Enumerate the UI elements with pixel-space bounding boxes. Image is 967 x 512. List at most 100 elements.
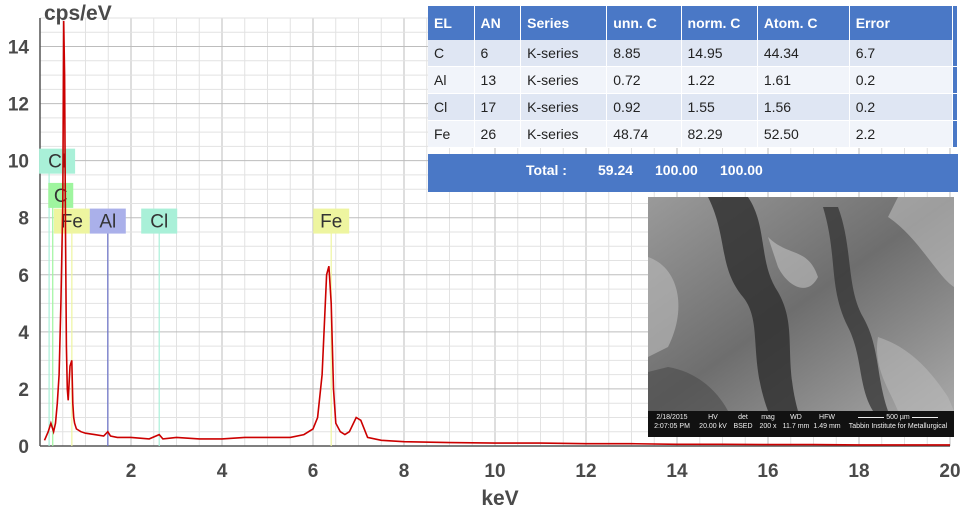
cell-el: Cl	[428, 93, 475, 121]
sem-micrograph-panel: 2/18/2015 2:07:05 PM HV 20.00 kV det BSE…	[648, 197, 954, 437]
cell-error: 2.2	[849, 120, 954, 148]
peak-label: C	[54, 186, 68, 207]
cell-atom-c: 1.56	[757, 93, 850, 121]
peak-label-box	[53, 208, 90, 234]
sem-hv-label: HV	[708, 414, 718, 421]
sem-scale-bar: 500 µm	[844, 413, 952, 422]
x-tick-label: 14	[666, 461, 688, 482]
sem-hfw-cell: HFW 1.49 mm	[812, 413, 842, 431]
sem-mag-label: mag	[761, 414, 775, 421]
total-unn-c: 59.24	[598, 162, 634, 178]
axes	[39, 18, 950, 447]
x-tick-label: 16	[757, 461, 778, 482]
sem-institute: Tabbin Institute for Metallurgical	[848, 423, 948, 430]
cell-series: K-series	[520, 93, 608, 121]
y-tick-label: 12	[8, 95, 29, 116]
x-tick-label: 8	[399, 461, 410, 482]
quantification-table: EL AN Series unn. C norm. C Atom. C Erro…	[428, 6, 958, 148]
spectrum-series	[43, 20, 950, 446]
cell-an: 6	[474, 40, 522, 67]
cell-el: Al	[428, 66, 475, 94]
sem-wd-label: WD	[790, 414, 802, 421]
peak-label-box	[39, 148, 76, 174]
sem-info-bar: 2/18/2015 2:07:05 PM HV 20.00 kV det BSE…	[648, 411, 954, 437]
total-atom-c: 100.00	[720, 162, 763, 178]
table-header-row: EL AN Series unn. C norm. C Atom. C Erro…	[428, 6, 958, 40]
sem-mag-cell: mag 200 x	[756, 413, 780, 431]
peak-label-box	[313, 208, 350, 234]
sem-scale: 500 µm	[886, 414, 910, 421]
x-tick-label: 2	[126, 461, 137, 482]
sem-det-cell: det BSED	[732, 413, 754, 431]
peak-label: Cl	[48, 152, 66, 173]
cell-unn-c: 0.92	[606, 93, 682, 121]
table-row: Al 13 K-series 0.72 1.22 1.61 0.2	[428, 66, 958, 94]
cell-el: C	[428, 40, 475, 67]
y-tick-label: 2	[18, 380, 29, 401]
cell-norm-c: 82.29	[681, 120, 758, 148]
y-tick-label: 14	[8, 38, 30, 59]
x-tick-label: 12	[575, 461, 596, 482]
y-tick-label: 6	[18, 266, 29, 287]
sem-hv: 20.00 kV	[699, 423, 727, 430]
peak-label: Fe	[320, 212, 342, 233]
x-axis-label: keV	[481, 487, 518, 510]
sem-wd-cell: WD 11.7 mm	[782, 413, 810, 431]
y-tick-label: 8	[18, 209, 29, 230]
sem-date-cell: 2/18/2015 2:07:05 PM	[650, 413, 694, 431]
table-total-row: Total : 59.24 100.00 100.00	[428, 154, 958, 192]
y-tick-label: 4	[18, 323, 29, 344]
x-tick-label: 10	[484, 461, 505, 482]
cell-atom-c: 52.50	[757, 120, 850, 148]
sem-mag: 200 x	[759, 423, 777, 430]
cell-an: 26	[474, 120, 522, 148]
cell-atom-c: 1.61	[757, 66, 850, 94]
sem-det-label: det	[738, 414, 748, 421]
row-edge	[952, 93, 958, 121]
peak-label-box	[141, 208, 178, 234]
header-norm-c: norm. C	[681, 6, 758, 40]
sem-date: 2/18/2015	[656, 414, 688, 421]
cell-error: 0.2	[849, 66, 954, 94]
table-row: Fe 26 K-series 48.74 82.29 52.50 2.2	[428, 120, 958, 148]
header-el: EL	[428, 6, 475, 40]
table-row: Cl 17 K-series 0.92 1.55 1.56 0.2	[428, 93, 958, 121]
table-row: C 6 K-series 8.85 14.95 44.34 6.7	[428, 40, 958, 67]
sem-time: 2:07:05 PM	[654, 423, 690, 430]
row-edge	[952, 120, 958, 148]
sem-scale-cell: 500 µm Tabbin Institute for Metallurgica…	[844, 413, 952, 431]
cell-an: 17	[474, 93, 522, 121]
cell-unn-c: 48.74	[606, 120, 682, 148]
x-tick-label: 4	[217, 461, 228, 482]
sem-micrograph-image	[648, 197, 954, 411]
cell-series: K-series	[520, 40, 608, 67]
x-tick-label: 18	[848, 461, 869, 482]
peak-markers: Cl C Fe Al Cl Fe	[39, 148, 350, 446]
cell-norm-c: 14.95	[681, 40, 758, 67]
total-label: Total :	[526, 162, 567, 178]
cell-unn-c: 8.85	[606, 40, 682, 67]
header-an: AN	[474, 6, 522, 40]
peak-label: Fe	[61, 212, 83, 233]
cell-atom-c: 44.34	[757, 40, 850, 67]
x-tick-label: 6	[308, 461, 319, 482]
y-tick-label: 0	[18, 437, 29, 458]
peak-label: Al	[99, 212, 116, 233]
peak-label-box	[89, 208, 126, 234]
total-norm-c: 100.00	[655, 162, 698, 178]
cell-unn-c: 0.72	[606, 66, 682, 94]
cell-series: K-series	[520, 66, 608, 94]
cell-norm-c: 1.55	[681, 93, 758, 121]
cell-error: 6.7	[849, 40, 954, 67]
cell-series: K-series	[520, 120, 608, 148]
header-atom-c: Atom. C	[757, 6, 850, 40]
header-series: Series	[520, 6, 608, 40]
cell-norm-c: 1.22	[681, 66, 758, 94]
sem-wd: 11.7 mm	[782, 423, 810, 430]
header-error: Error	[849, 6, 954, 40]
tick-labels: 2 4 6 8 10 12 14 16 18 20 0 2 4 6 8 10 12 14	[8, 38, 961, 482]
peak-label: Cl	[150, 212, 168, 233]
sem-hv-cell: HV 20.00 kV	[696, 413, 730, 431]
sem-hfw-label: HFW	[819, 414, 835, 421]
row-edge	[952, 66, 958, 94]
